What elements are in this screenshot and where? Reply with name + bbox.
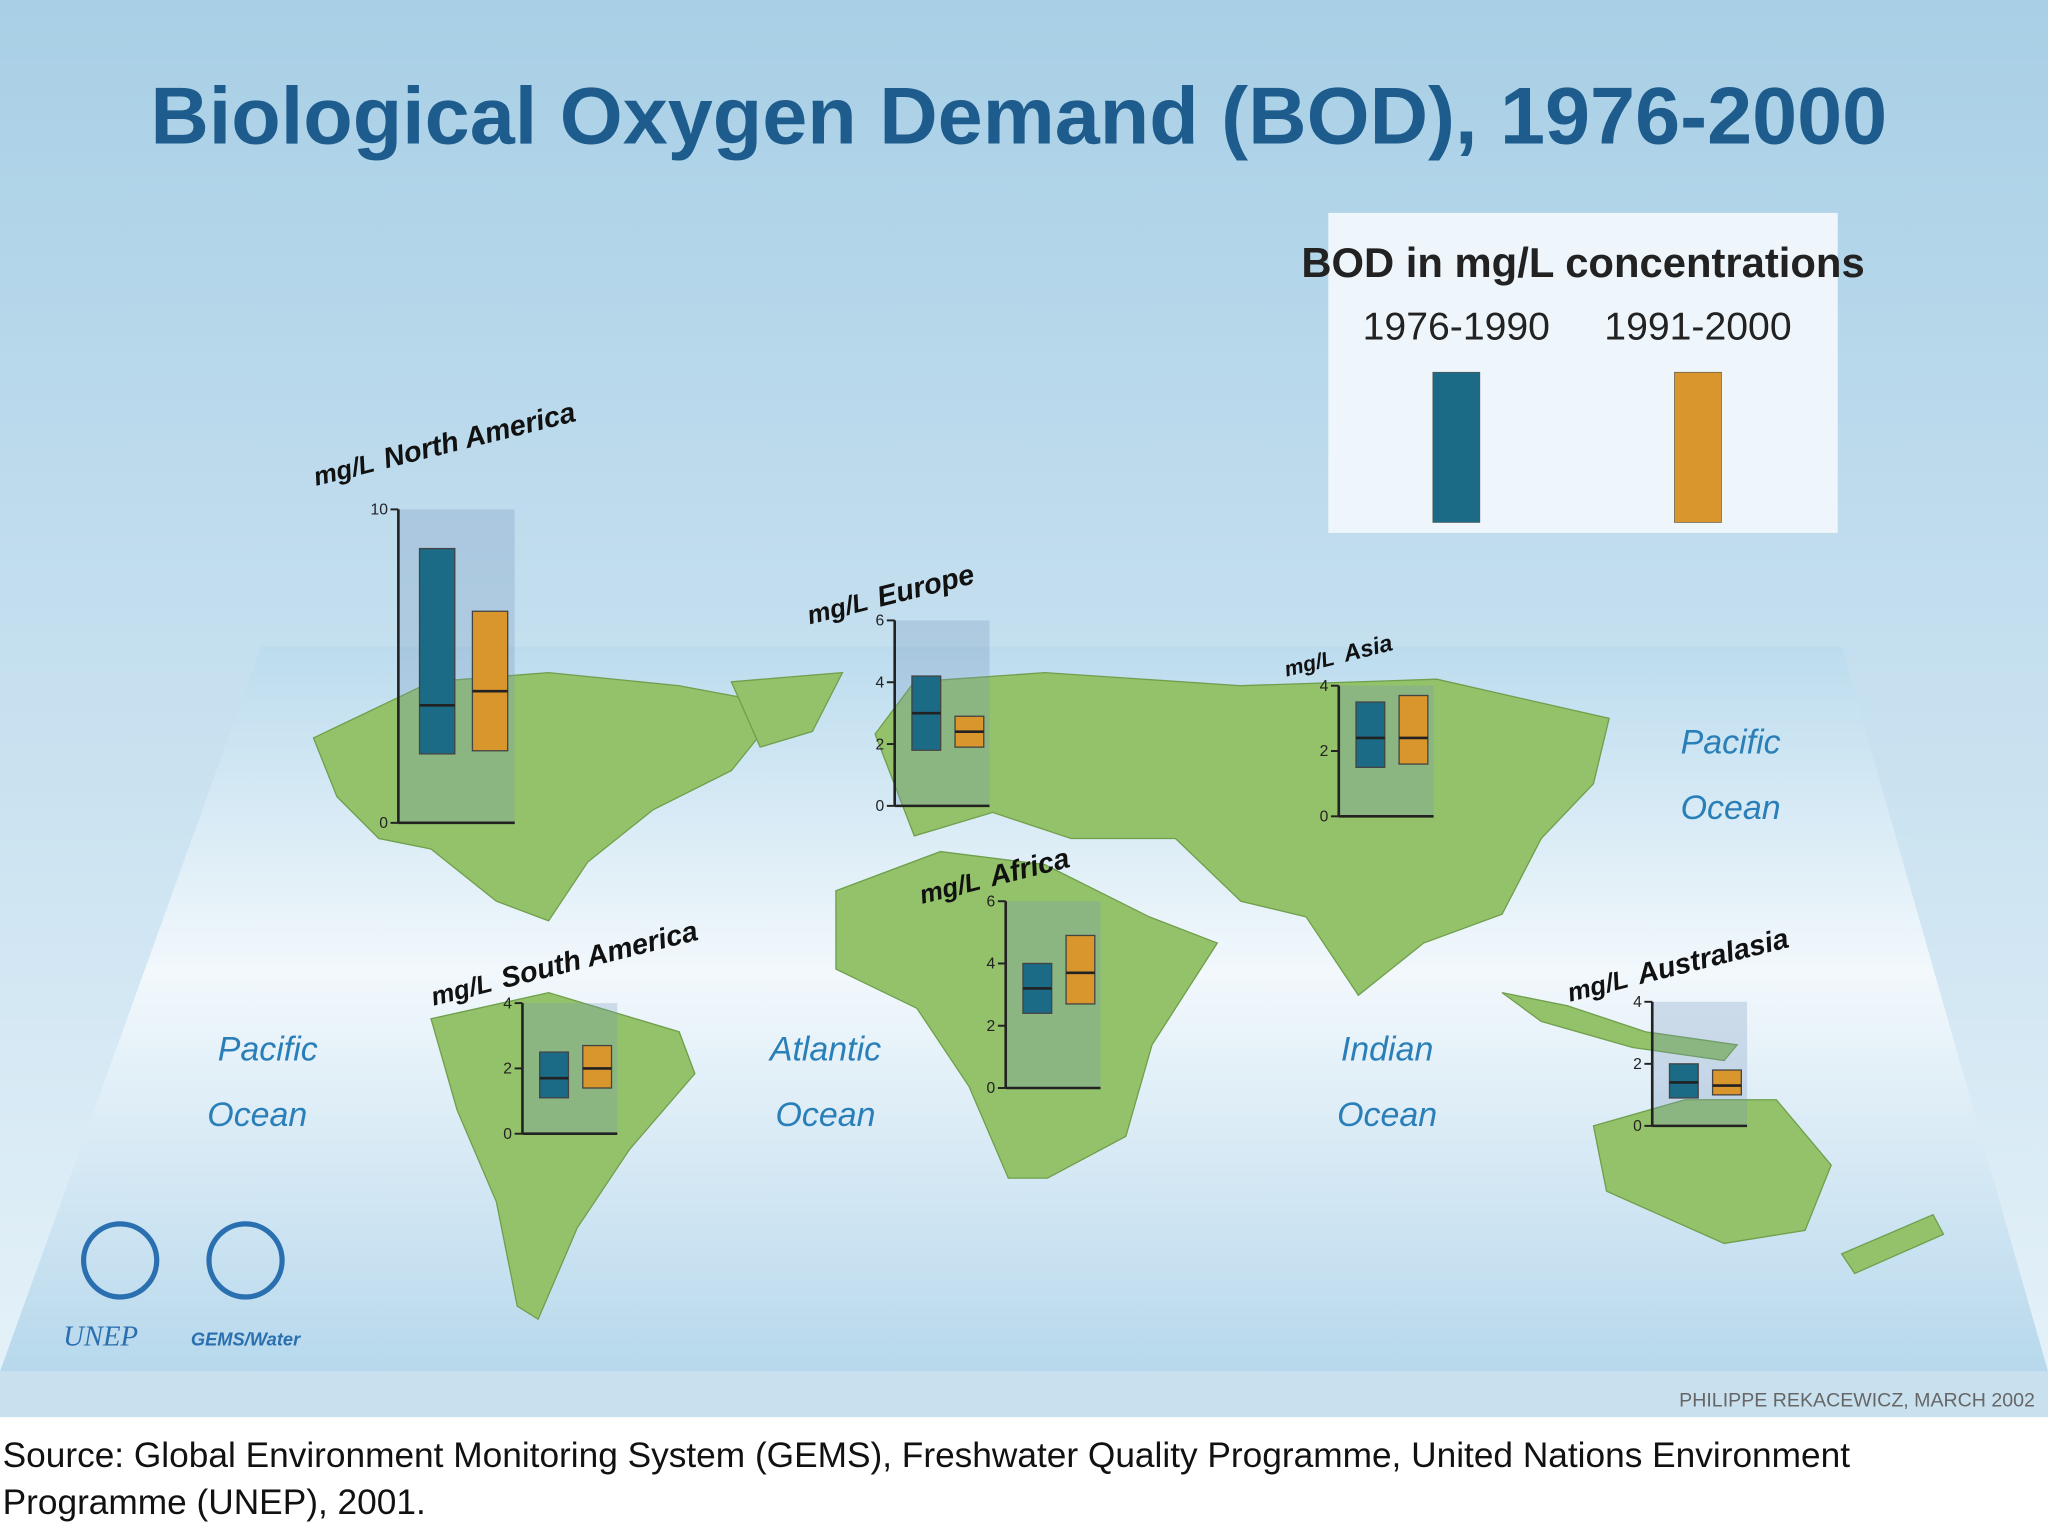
credit: PHILIPPE REKACEWICZ, MARCH 2002 [1679, 1390, 2035, 1412]
legend-label: 1991-2000 [1604, 306, 1791, 349]
logo-emblem [80, 1221, 160, 1300]
box [418, 547, 456, 755]
box [471, 610, 509, 752]
chart-panel [1652, 1001, 1748, 1126]
logo-emblem [206, 1221, 285, 1300]
ocean-label: Atlantic [768, 1031, 881, 1069]
box [1668, 1063, 1699, 1099]
y-tick-label: 2 [1633, 1056, 1642, 1073]
indonesia [1501, 992, 1739, 1062]
y-tick-label: 10 [370, 502, 388, 519]
source-line: Source: Global Environment Monitoring Sy… [3, 1436, 1851, 1475]
y-tick-label: 4 [987, 956, 996, 973]
y-tick-label: 4 [1633, 994, 1642, 1011]
chart-panel [894, 620, 990, 806]
box [1065, 934, 1096, 1005]
y-tick-label: 2 [987, 1018, 996, 1035]
box [1355, 701, 1386, 768]
ocean-label: Ocean [1337, 1096, 1437, 1134]
box [582, 1044, 613, 1089]
y-tick-label: 4 [1320, 678, 1329, 695]
ocean-label: Ocean [1681, 789, 1781, 827]
legend-swatch [1674, 371, 1722, 523]
box [539, 1051, 570, 1099]
y-tick-label: 0 [503, 1126, 512, 1143]
ocean-label: Ocean [207, 1096, 307, 1134]
y-tick-label: 0 [379, 815, 388, 832]
ocean-label: Pacific [218, 1031, 318, 1069]
new-zealand [1840, 1213, 1945, 1275]
legend-box [1328, 212, 1838, 533]
y-tick-label: 2 [503, 1061, 512, 1078]
greenland [730, 671, 844, 748]
box [1398, 694, 1429, 765]
y-tick-label: 2 [876, 736, 885, 753]
y-tick-label: 0 [987, 1080, 996, 1097]
box [1711, 1069, 1742, 1096]
logo-label: GEMS/Water [191, 1328, 301, 1349]
ocean-label: Pacific [1681, 724, 1781, 762]
australia [1592, 1099, 1832, 1245]
footer-strip [0, 1371, 2048, 1418]
legend-swatch [1432, 371, 1481, 523]
legend-title: BOD in mg/L concentrations [1301, 239, 1864, 286]
y-tick-label: 4 [876, 674, 885, 691]
source-line: Programme (UNEP), 2001. [3, 1483, 426, 1522]
y-tick-label: 4 [503, 995, 512, 1012]
south-america [430, 991, 696, 1321]
ocean-label: Ocean [775, 1096, 875, 1134]
y-tick-label: 0 [1633, 1118, 1642, 1135]
y-tick-label: 6 [987, 893, 996, 910]
y-tick-label: 2 [1320, 743, 1329, 760]
title: Biological Oxygen Demand (BOD), 1976-200… [150, 72, 1887, 162]
logo-label: UNEP [63, 1320, 138, 1352]
y-tick-label: 6 [876, 613, 885, 630]
legend-label: 1976-1990 [1363, 306, 1550, 349]
y-tick-label: 0 [876, 798, 885, 815]
africa [835, 850, 1219, 1179]
y-tick-label: 0 [1320, 809, 1329, 826]
ocean-label: Indian [1341, 1031, 1433, 1069]
